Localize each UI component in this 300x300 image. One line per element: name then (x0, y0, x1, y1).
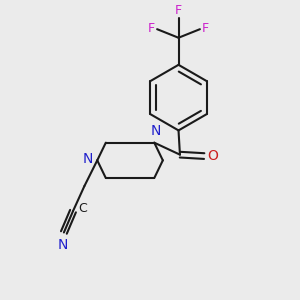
Text: N: N (58, 238, 68, 252)
Text: O: O (208, 149, 218, 163)
Text: F: F (202, 22, 209, 34)
Text: N: N (151, 124, 161, 138)
Text: N: N (82, 152, 93, 167)
Text: F: F (175, 4, 182, 16)
Text: C: C (78, 202, 87, 215)
Text: F: F (148, 22, 155, 34)
